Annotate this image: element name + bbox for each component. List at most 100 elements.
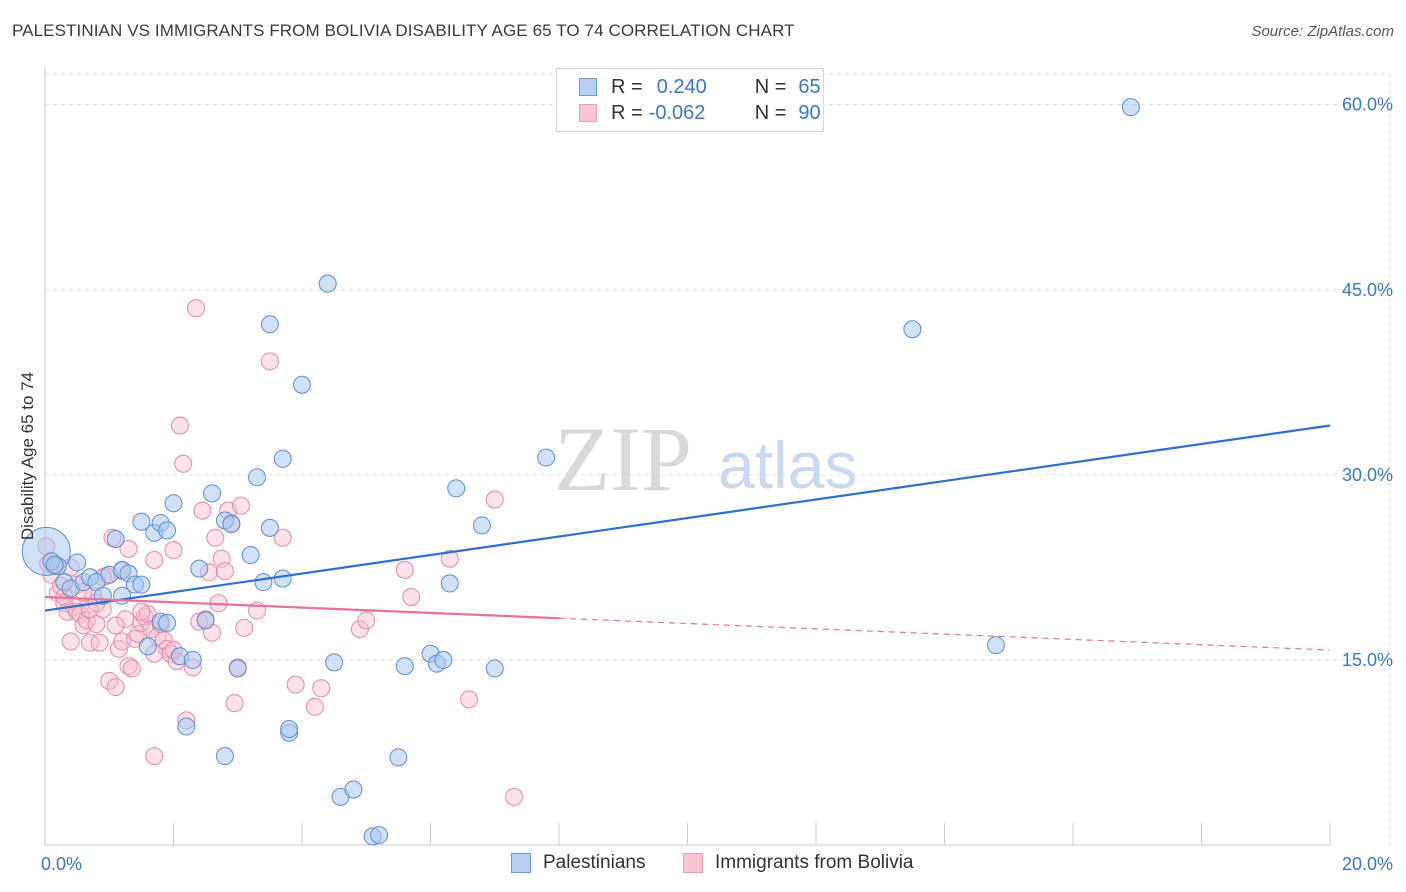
data-point-palestinian — [260, 315, 279, 334]
y-axis-label: Disability Age 65 to 74 — [18, 372, 37, 540]
legend-r-value: 0.240 — [656, 75, 707, 98]
grid-lines — [45, 73, 1391, 845]
bottom-legend-bolivia: Immigrants from Bolivia — [683, 852, 914, 874]
legend-box: R = 0.240 N = 65 R = -0.062 N = 90 — [556, 68, 824, 132]
data-point-palestinian — [447, 479, 466, 498]
y-tick-label: 45.0% — [1342, 280, 1393, 300]
legend-row-palestinians: R = 0.240 N = 65 — [579, 75, 821, 99]
x-tick-label: 0.0% — [41, 854, 82, 874]
data-point-palestinian — [260, 518, 279, 537]
y-tick-label: 30.0% — [1342, 465, 1393, 485]
data-point-bolivia — [485, 490, 504, 509]
data-point-palestinian — [293, 375, 311, 394]
data-point-bolivia — [77, 611, 96, 630]
data-point-bolivia — [440, 549, 459, 568]
watermark: ZIP atlas — [554, 408, 857, 510]
data-point-palestinian — [132, 512, 151, 531]
data-point-palestinian — [248, 468, 267, 487]
y-tick-label: 60.0% — [1342, 95, 1393, 115]
data-point-bolivia — [90, 633, 109, 652]
data-point-bolivia — [170, 416, 189, 435]
data-point-bolivia — [402, 587, 421, 606]
data-point-palestinian — [273, 449, 292, 468]
bottom-legend-swatch-pink — [683, 853, 703, 873]
legend-r-label: R = — [611, 75, 643, 98]
axes — [44, 68, 1331, 846]
data-point-palestinian — [228, 659, 247, 678]
data-point-bolivia — [357, 611, 376, 630]
bottom-legend-swatch-blue — [511, 853, 531, 873]
legend-n-label: N = — [754, 75, 787, 98]
data-point-bolivia — [193, 501, 212, 520]
data-point-palestinian — [472, 516, 491, 535]
data-point-palestinian — [190, 559, 209, 578]
data-point-palestinian — [183, 650, 202, 669]
data-point-palestinian — [434, 650, 453, 669]
data-point-bolivia — [305, 697, 324, 716]
source-label: Source: ZipAtlas.com — [1251, 23, 1394, 40]
data-point-bolivia — [61, 632, 80, 651]
data-point-palestinian — [215, 747, 234, 766]
data-point-palestinian — [325, 653, 344, 672]
data-point-bolivia — [145, 550, 164, 569]
data-point-palestinian — [395, 657, 414, 676]
x-tick-label: 20.0% — [1342, 854, 1393, 874]
data-point-palestinian — [370, 826, 389, 845]
trend-line-palestinians — [44, 424, 1331, 612]
legend-r-label: R = — [611, 101, 643, 124]
data-point-palestinian — [537, 448, 556, 467]
data-point-palestinian — [196, 611, 215, 630]
data-point-palestinian — [203, 484, 222, 503]
bottom-legend-palestinians: Palestinians — [511, 852, 645, 874]
data-point-bolivia — [215, 562, 234, 581]
data-point-bolivia — [164, 541, 183, 560]
data-point-palestinian — [485, 659, 504, 678]
data-point-bolivia — [260, 352, 279, 371]
data-point-palestinian — [158, 613, 177, 632]
data-point-palestinian — [132, 575, 151, 594]
data-point-palestinian — [440, 574, 459, 593]
data-point-palestinian — [106, 530, 125, 548]
data-point-palestinian — [254, 573, 273, 592]
data-point-bolivia — [312, 679, 331, 698]
data-point-palestinian — [177, 717, 196, 736]
y-tick-label: 15.0% — [1342, 650, 1393, 670]
trend-lines — [44, 424, 1331, 651]
data-point-palestinian — [158, 521, 177, 540]
data-point-bolivia — [174, 454, 193, 473]
data-point-palestinian — [68, 553, 87, 572]
chart-title: PALESTINIAN VS IMMIGRANTS FROM BOLIVIA D… — [12, 21, 795, 40]
data-point-bolivia — [231, 496, 250, 515]
data-point-palestinian — [164, 494, 183, 513]
data-point-bolivia — [235, 618, 254, 637]
data-point-bolivia — [132, 602, 151, 621]
legend-swatch-blue — [579, 78, 597, 96]
watermark-atlas: atlas — [718, 428, 857, 502]
data-point-bolivia — [460, 690, 479, 709]
data-point-palestinian — [138, 637, 157, 656]
data-point-bolivia — [119, 657, 138, 676]
legend-n-value: 65 — [798, 75, 821, 98]
bottom-legend-label: Immigrants from Bolivia — [715, 852, 914, 873]
data-point-palestinian — [280, 720, 299, 739]
legend-swatch-pink — [579, 104, 597, 122]
data-point-bolivia — [119, 539, 138, 558]
data-point-bolivia — [395, 560, 414, 579]
legend-r-value: -0.062 — [648, 101, 706, 124]
tick-labels: 15.0% 30.0% 45.0% 60.0% 0.0% 20.0% — [41, 95, 1393, 874]
data-point-palestinian — [45, 555, 64, 574]
blue-series-points — [21, 98, 1140, 846]
data-point-bolivia — [286, 675, 305, 694]
data-point-bolivia — [145, 747, 164, 766]
data-point-bolivia — [122, 659, 141, 678]
data-point-bolivia — [106, 678, 125, 697]
data-point-bolivia — [225, 694, 244, 713]
bottom-legend-label: Palestinians — [543, 852, 646, 873]
data-point-palestinian — [318, 274, 337, 293]
data-point-bolivia — [80, 633, 99, 652]
data-point-bolivia — [87, 615, 106, 634]
legend-n-value: 90 — [798, 101, 821, 124]
data-point-palestinian — [1121, 98, 1140, 117]
data-point-palestinian — [241, 546, 260, 565]
